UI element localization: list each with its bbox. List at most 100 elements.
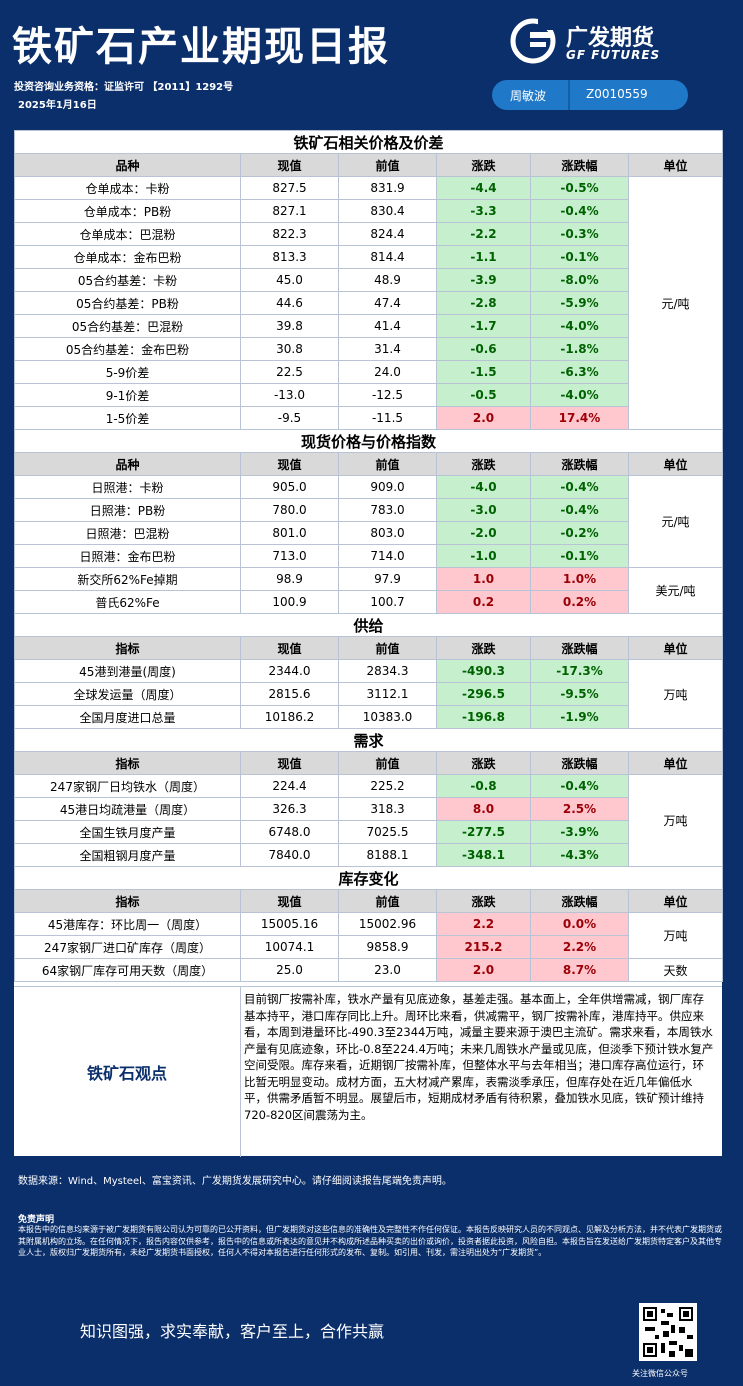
table-row: 全国生铁月度产量 6748.0 7025.5 -277.5 -3.9%	[14, 820, 723, 844]
table-row: 仓单成本：卡粉 827.5 831.9 -4.4 -0.5% 元/吨	[14, 176, 724, 430]
row-name: 仓单成本：金布巴粉	[14, 245, 241, 269]
row-previous: 41.4	[338, 314, 437, 338]
row-previous: 7025.5	[338, 820, 437, 844]
section-title: 现货价格与价格指数	[13, 429, 724, 453]
row-change: -2.2	[436, 222, 531, 246]
row-change-pct: -6.3%	[530, 360, 629, 384]
author-license-id: Z0010559	[586, 87, 648, 101]
row-current: 22.5	[240, 360, 339, 384]
row-change-pct: -0.5%	[530, 176, 629, 200]
row-name: 仓单成本：PB粉	[14, 199, 241, 223]
column-header: 指标	[14, 636, 241, 660]
row-previous: 97.9	[338, 567, 437, 591]
row-change: -4.4	[436, 176, 531, 200]
row-name: 05合约基差：巴混粉	[14, 314, 241, 338]
gf-logo-icon	[510, 18, 556, 64]
row-previous: 909.0	[338, 475, 437, 499]
row-current: 2815.6	[240, 682, 339, 706]
row-name: 新交所62%Fe掉期	[14, 567, 241, 591]
row-change-pct: -0.3%	[530, 222, 629, 246]
row-change-pct: 17.4%	[530, 406, 629, 430]
row-change-pct: -0.4%	[530, 498, 629, 522]
report-title: 铁矿石产业期现日报	[12, 23, 390, 70]
unit-cell: 天数	[627, 958, 724, 982]
row-current: 25.0	[240, 958, 339, 982]
row-change-pct: -0.4%	[530, 199, 629, 223]
row-change-pct: -5.9%	[530, 291, 629, 315]
row-current: 905.0	[240, 475, 339, 499]
row-name: 仓单成本：巴混粉	[14, 222, 241, 246]
row-previous: 48.9	[338, 268, 437, 292]
row-current: 10186.2	[240, 705, 339, 729]
row-change: 2.2	[436, 912, 531, 936]
row-current: 7840.0	[240, 843, 339, 867]
outlook-section: 铁矿石观点 目前钢厂按需补库，铁水产量有见底迹象，基差走强。基本面上，全年供增需…	[14, 986, 722, 1157]
column-header: 前值	[338, 153, 437, 177]
author-divider	[568, 80, 570, 110]
row-previous: 814.4	[338, 245, 437, 269]
table-header-row: 指标 现值 前值 涨跌 涨跌幅 单位	[14, 751, 724, 775]
column-header: 现值	[240, 636, 339, 660]
section-title: 库存变化	[13, 866, 724, 890]
column-header: 品种	[14, 452, 241, 476]
column-header: 现值	[240, 751, 339, 775]
row-change-pct: -4.0%	[530, 383, 629, 407]
row-previous: 2834.3	[338, 659, 437, 683]
author-name: 周敏波	[510, 89, 547, 103]
column-header: 指标	[14, 889, 241, 913]
column-header: 前值	[338, 636, 437, 660]
row-name: 9-1价差	[14, 383, 241, 407]
table-row: 247家钢厂日均铁水（周度） 224.4 225.2 -0.8 -0.4% 万吨	[14, 774, 724, 867]
unit-cell: 万吨	[627, 774, 724, 867]
row-previous: -11.5	[338, 406, 437, 430]
row-change: 2.0	[436, 406, 531, 430]
row-change-pct: -4.3%	[530, 843, 629, 867]
logo-name-en: GF FUTURES	[566, 48, 661, 62]
row-change: -348.1	[436, 843, 531, 867]
table-row: 仓单成本：PB粉 827.1 830.4 -3.3 -0.4%	[14, 199, 723, 223]
outlook-text: 目前钢厂按需补库，铁水产量有见底迹象，基差走强。基本面上，全年供增需减，钢厂库存…	[244, 992, 714, 1122]
table-row: 05合约基差：巴混粉 39.8 41.4 -1.7 -4.0%	[14, 314, 723, 338]
section-title: 供给	[13, 613, 724, 637]
table-row: 仓单成本：金布巴粉 813.3 814.4 -1.1 -0.1%	[14, 245, 723, 269]
row-name: 普氏62%Fe	[14, 590, 241, 614]
data-table: 铁矿石相关价格及价差 品种 现值 前值 涨跌 涨跌幅 单位 仓单成本：卡粉 827.5 831.9…	[13, 130, 724, 982]
row-previous: 24.0	[338, 360, 437, 384]
section-title-row: 现货价格与价格指数	[13, 429, 724, 453]
column-header: 涨跌	[436, 751, 531, 775]
table-row: 9-1价差 -13.0 -12.5 -0.5 -4.0%	[14, 383, 723, 407]
column-header: 涨跌	[436, 889, 531, 913]
row-name: 05合约基差：金布巴粉	[14, 337, 241, 361]
row-change-pct: 2.5%	[530, 797, 629, 821]
table-row: 05合约基差：PB粉 44.6 47.4 -2.8 -5.9%	[14, 291, 723, 315]
column-header: 涨跌幅	[530, 452, 629, 476]
row-current: -9.5	[240, 406, 339, 430]
column-header: 指标	[14, 751, 241, 775]
row-change: -3.3	[436, 199, 531, 223]
row-previous: 803.0	[338, 521, 437, 545]
row-name: 247家钢厂进口矿库存（周度）	[14, 935, 241, 959]
row-change: -277.5	[436, 820, 531, 844]
section-title: 需求	[13, 728, 724, 752]
row-name: 仓单成本：卡粉	[14, 176, 241, 200]
table-row: 日照港：金布巴粉 713.0 714.0 -1.0 -0.1%	[14, 544, 723, 568]
report-panel: 铁矿石相关价格及价差 品种 现值 前值 涨跌 涨跌幅 单位 仓单成本：卡粉 827.5 831.9…	[13, 130, 724, 1157]
table-row: 全球发运量（周度） 2815.6 3112.1 -296.5 -9.5%	[14, 682, 723, 706]
qualification-text: 投资咨询业务资格：证监许可 【2011】1292号	[14, 82, 234, 93]
row-change: -3.0	[436, 498, 531, 522]
column-header: 单位	[627, 636, 724, 660]
table-header-row: 指标 现值 前值 涨跌 涨跌幅 单位	[14, 636, 724, 660]
row-previous: 47.4	[338, 291, 437, 315]
table-row: 仓单成本：巴混粉 822.3 824.4 -2.2 -0.3%	[14, 222, 723, 246]
row-previous: 15002.96	[338, 912, 437, 936]
column-header: 涨跌幅	[530, 153, 629, 177]
row-change: -1.1	[436, 245, 531, 269]
row-change-pct: -4.0%	[530, 314, 629, 338]
table-row: 45港库存：环比周一（周度） 15005.16 15002.96 2.2 0.0% 万吨	[14, 912, 724, 959]
row-current: 45.0	[240, 268, 339, 292]
row-previous: -12.5	[338, 383, 437, 407]
row-current: 2344.0	[240, 659, 339, 683]
row-change: 1.0	[436, 567, 531, 591]
row-change-pct: -0.1%	[530, 544, 629, 568]
row-change-pct: -9.5%	[530, 682, 629, 706]
